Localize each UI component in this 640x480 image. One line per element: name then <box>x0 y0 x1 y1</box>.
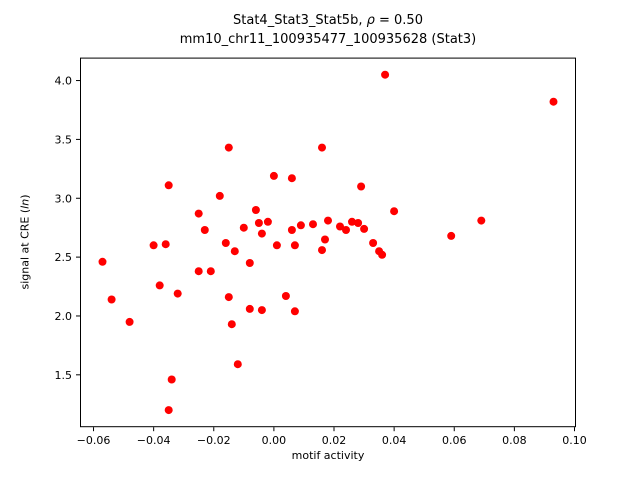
data-point <box>390 207 399 216</box>
data-point <box>155 281 164 290</box>
data-point <box>360 224 369 233</box>
data-point <box>321 235 329 244</box>
data-point <box>324 216 332 225</box>
data-point <box>287 226 296 234</box>
chart-subtitle: mm10_chr11_100935477_100935628 (Stat3) <box>179 32 477 47</box>
data-point <box>281 292 290 300</box>
data-point <box>224 143 233 152</box>
y-axis-label-italic: ln <box>18 198 32 209</box>
data-point <box>98 257 107 266</box>
x-tick-label: −0.02 <box>197 434 231 447</box>
data-point <box>149 241 158 250</box>
chart-title-prefix: Stat4_Stat3_Stat5b, <box>233 13 367 28</box>
x-tick-label: 0.04 <box>382 434 407 447</box>
data-point <box>447 231 456 240</box>
data-point <box>290 307 299 316</box>
data-point <box>215 191 224 200</box>
data-point <box>245 304 254 313</box>
data-point <box>221 239 230 247</box>
y-axis-label-prefix: signal at CRE ( <box>18 208 32 290</box>
data-point <box>257 229 266 238</box>
data-point <box>272 241 281 250</box>
x-tick-label: −0.04 <box>137 434 171 447</box>
data-point <box>200 226 209 234</box>
data-point <box>290 241 299 250</box>
x-tick-label: 0.10 <box>562 434 587 447</box>
data-point <box>164 406 173 415</box>
x-tick-label: 0.00 <box>262 434 287 447</box>
data-point <box>194 267 203 276</box>
data-point <box>381 70 390 79</box>
x-tick-label: 0.02 <box>322 434 347 447</box>
data-point <box>164 181 173 190</box>
data-point <box>263 217 272 226</box>
data-point <box>239 223 248 232</box>
y-tick-label: 1.5 <box>55 369 73 382</box>
data-point <box>233 360 242 369</box>
data-point <box>369 239 378 247</box>
chart-title-suffix: = 0.50 <box>374 13 423 28</box>
data-point <box>227 320 236 329</box>
data-point <box>296 221 305 230</box>
y-axis-label: signal at CRE (ln) <box>19 195 32 290</box>
y-tick-label: 3.5 <box>55 133 73 146</box>
chart-title-rho: ρ <box>366 13 375 28</box>
data-point <box>342 226 350 234</box>
data-point <box>309 220 317 229</box>
data-point <box>230 247 239 256</box>
data-point <box>251 206 260 214</box>
data-point <box>245 259 254 267</box>
data-point <box>257 306 266 315</box>
y-tick-label: 2.5 <box>55 251 73 264</box>
data-point <box>357 182 366 191</box>
data-point <box>354 219 363 227</box>
data-point <box>287 174 296 183</box>
chart-title-line1: Stat4_Stat3_Stat5b, ρ = 0.50 <box>80 11 576 30</box>
data-point <box>477 216 486 225</box>
data-point <box>206 267 215 276</box>
y-tick-label: 2.0 <box>55 310 73 323</box>
y-tick-label: 4.0 <box>55 75 73 88</box>
data-point <box>167 375 176 384</box>
data-point <box>378 250 387 259</box>
data-point <box>254 219 263 227</box>
x-axis-label: motif activity <box>291 449 365 462</box>
data-point <box>269 171 278 180</box>
data-point <box>224 293 233 302</box>
data-point <box>318 143 326 152</box>
data-point <box>173 289 182 298</box>
data-point <box>348 217 356 226</box>
x-tick-label: 0.08 <box>502 434 527 447</box>
y-axis-label-suffix: ) <box>18 194 32 199</box>
data-point <box>549 97 558 106</box>
x-tick-label: 0.06 <box>442 434 467 447</box>
data-point <box>336 222 344 231</box>
plot-border <box>80 57 576 428</box>
chart-title: Stat4_Stat3_Stat5b, ρ = 0.50 mm10_chr11_… <box>80 11 576 49</box>
x-tick-label: −0.06 <box>77 434 111 447</box>
data-point <box>107 295 116 304</box>
data-point <box>161 240 170 249</box>
data-point <box>318 246 326 255</box>
y-tick-label: 3.0 <box>55 192 73 205</box>
data-point <box>125 317 134 326</box>
data-point <box>194 209 203 218</box>
